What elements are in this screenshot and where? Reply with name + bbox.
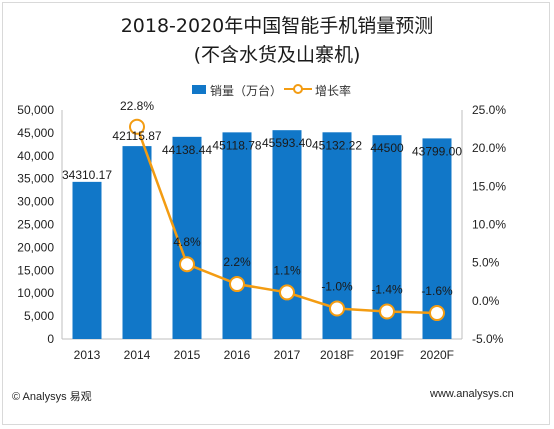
growth-rate-label: -1.6% (421, 284, 453, 298)
bar-value-label: 43799.00 (412, 144, 462, 158)
bar-value-label: 34310.17 (62, 168, 112, 182)
bar-2017 (272, 130, 302, 339)
source-credit: © Analysys 易观 (12, 391, 92, 403)
y-left-tick-label: 40,000 (17, 149, 54, 163)
growth-point-2016 (229, 276, 245, 293)
x-tick-label: 2019F (370, 348, 404, 362)
y-left-tick-label: 25,000 (17, 218, 54, 232)
growth-point-2020F (429, 305, 445, 322)
bar-2013 (72, 181, 102, 339)
bar-2014 (122, 146, 152, 339)
y-left-tick-label: 30,000 (17, 195, 54, 209)
x-tick-label: 2018F (320, 348, 354, 362)
growth-point-2015 (179, 256, 195, 273)
source-url[interactable]: www.analysys.cn (430, 388, 514, 400)
x-tick-label: 2020F (420, 348, 454, 362)
legend-line-swatch (284, 84, 312, 94)
bar-value-label: 42115.87 (112, 129, 161, 143)
y-right-tick-label: -5.0% (472, 332, 504, 346)
legend-line-label: 增长率 (315, 84, 352, 98)
bar-value-label: 44500 (370, 141, 404, 155)
y-left-tick-label: 20,000 (17, 240, 54, 254)
y-right-tick-label: 0.0% (472, 294, 500, 308)
y-left-tick-label: 50,000 (17, 103, 54, 117)
legend-bar-label: 销量（万台） (210, 84, 283, 98)
y-right-tick-label: 20.0% (472, 141, 506, 155)
y-right-tick-label: 15.0% (472, 179, 506, 193)
x-tick-label: 2014 (124, 348, 151, 362)
y-right-tick-label: 25.0% (472, 103, 506, 117)
bar-2016 (222, 132, 252, 339)
growth-point-2017 (279, 284, 295, 301)
chart-subtitle: (不含水货及山寨机) (193, 44, 361, 66)
growth-rate-label: 4.8% (173, 235, 201, 249)
bar-value-label: 45593.40 (262, 136, 312, 150)
y-left-tick-label: 10,000 (17, 286, 54, 300)
x-tick-label: 2013 (74, 348, 101, 362)
y-left-tick-label: 35,000 (17, 172, 54, 186)
y-right-tick-label: 10.0% (472, 218, 506, 232)
growth-rate-label: -1.4% (371, 283, 403, 297)
bar-value-label: 45132.22 (312, 138, 362, 152)
x-tick-label: 2017 (274, 348, 301, 362)
y-right-tick-label: 5.0% (472, 256, 500, 270)
growth-point-2019F (379, 303, 395, 320)
bar-value-label: 44138.44 (162, 143, 212, 157)
y-left-tick-label: 5,000 (24, 309, 54, 323)
legend-bar-swatch (192, 85, 206, 94)
growth-rate-label: -1.0% (321, 279, 353, 293)
growth-rate-label: 2.2% (223, 255, 251, 269)
growth-point-2014 (129, 118, 145, 135)
bar-value-label: 45118.78 (212, 138, 261, 152)
chart-title: 2018-2020年中国智能手机销量预测 (120, 15, 434, 37)
y-left-tick-label: 15,000 (17, 263, 54, 277)
x-tick-label: 2016 (224, 348, 251, 362)
growth-point-2018F (329, 300, 345, 317)
y-left-tick-label: 0 (47, 332, 54, 346)
y-left-tick-label: 45,000 (17, 126, 54, 140)
x-tick-label: 2015 (174, 348, 201, 362)
growth-rate-label: 22.8% (120, 99, 154, 113)
growth-rate-label: 1.1% (273, 263, 301, 277)
